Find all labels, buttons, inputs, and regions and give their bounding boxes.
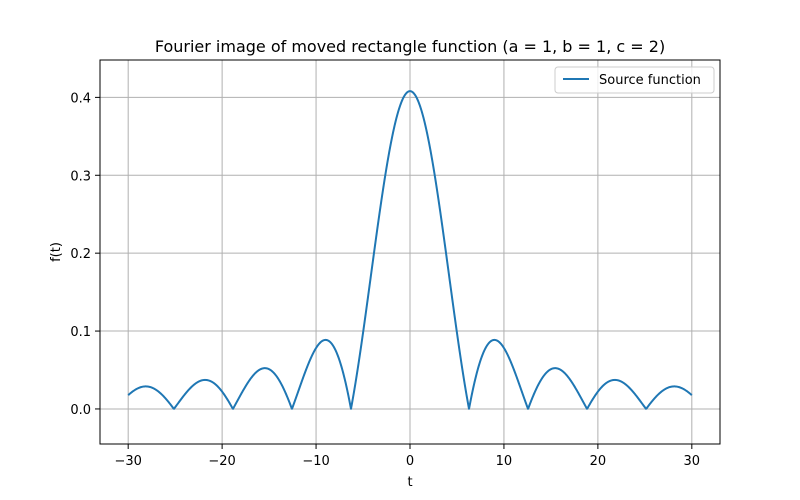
y-tick-label: 0.0 bbox=[70, 403, 91, 418]
y-tick-label: 0.3 bbox=[70, 169, 91, 184]
y-tick-label: 0.4 bbox=[70, 91, 91, 106]
series-layer bbox=[127, 90, 693, 410]
grid-lines bbox=[100, 60, 720, 444]
legend: Source function bbox=[554, 66, 715, 94]
x-tick-label: −20 bbox=[208, 454, 235, 469]
legend-box bbox=[554, 66, 715, 94]
x-axis-label: t bbox=[407, 475, 412, 490]
y-axis-label: f(t) bbox=[49, 242, 64, 262]
x-tick-label: −10 bbox=[302, 454, 329, 469]
legend-label-source-function: Source function bbox=[599, 73, 701, 88]
axis-ticks: −30 −20 −10 0 10 20 30 0.0 0.1 0.2 0.3 0.4 bbox=[70, 91, 700, 469]
x-tick-label: 0 bbox=[406, 454, 414, 469]
x-tick-label: 20 bbox=[590, 454, 607, 469]
x-tick-label: 30 bbox=[684, 454, 701, 469]
series-line-source-function bbox=[127, 90, 693, 410]
y-tick-label: 0.1 bbox=[70, 325, 91, 340]
chart-title: Fourier image of moved rectangle functio… bbox=[155, 37, 665, 56]
x-tick-label: −30 bbox=[114, 454, 141, 469]
x-tick-label: 10 bbox=[496, 454, 513, 469]
y-tick-label: 0.2 bbox=[70, 247, 91, 262]
